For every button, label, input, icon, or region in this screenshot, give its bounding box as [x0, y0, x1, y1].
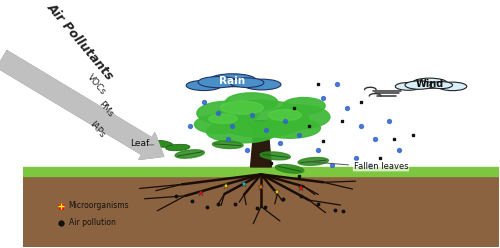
- Ellipse shape: [412, 78, 448, 88]
- Text: Air pollution: Air pollution: [68, 218, 116, 227]
- Ellipse shape: [166, 144, 190, 151]
- Ellipse shape: [275, 164, 304, 173]
- Text: Rain: Rain: [220, 76, 246, 86]
- Ellipse shape: [206, 121, 278, 143]
- Text: PMs: PMs: [97, 99, 116, 119]
- Ellipse shape: [268, 105, 330, 129]
- Ellipse shape: [260, 152, 290, 160]
- Ellipse shape: [282, 97, 325, 114]
- Ellipse shape: [220, 101, 264, 114]
- Ellipse shape: [212, 141, 243, 149]
- Text: Leaf: Leaf: [130, 139, 150, 148]
- Ellipse shape: [258, 118, 320, 138]
- Ellipse shape: [214, 100, 308, 137]
- Ellipse shape: [430, 82, 452, 89]
- Text: VOCs: VOCs: [85, 73, 108, 97]
- Ellipse shape: [396, 83, 421, 90]
- Bar: [24, 176, 498, 247]
- Ellipse shape: [186, 80, 222, 91]
- Ellipse shape: [268, 110, 302, 121]
- Ellipse shape: [150, 140, 173, 147]
- Text: Fallen leaves: Fallen leaves: [354, 161, 408, 171]
- Text: Microorganisms: Microorganisms: [68, 201, 129, 210]
- Ellipse shape: [208, 114, 238, 124]
- Ellipse shape: [175, 150, 204, 158]
- Polygon shape: [250, 121, 272, 167]
- Ellipse shape: [230, 78, 264, 88]
- Text: Wind: Wind: [416, 79, 444, 89]
- Ellipse shape: [438, 82, 467, 91]
- FancyArrowPatch shape: [0, 51, 164, 159]
- Ellipse shape: [197, 101, 258, 125]
- Ellipse shape: [405, 81, 434, 89]
- Text: IAPs: IAPs: [88, 119, 106, 139]
- Ellipse shape: [198, 77, 238, 88]
- Text: Air Pollutants: Air Pollutants: [45, 1, 117, 83]
- Ellipse shape: [226, 93, 278, 111]
- Ellipse shape: [298, 157, 328, 165]
- Ellipse shape: [194, 115, 242, 134]
- Ellipse shape: [208, 74, 256, 87]
- Bar: [24, 167, 498, 176]
- Ellipse shape: [243, 79, 281, 90]
